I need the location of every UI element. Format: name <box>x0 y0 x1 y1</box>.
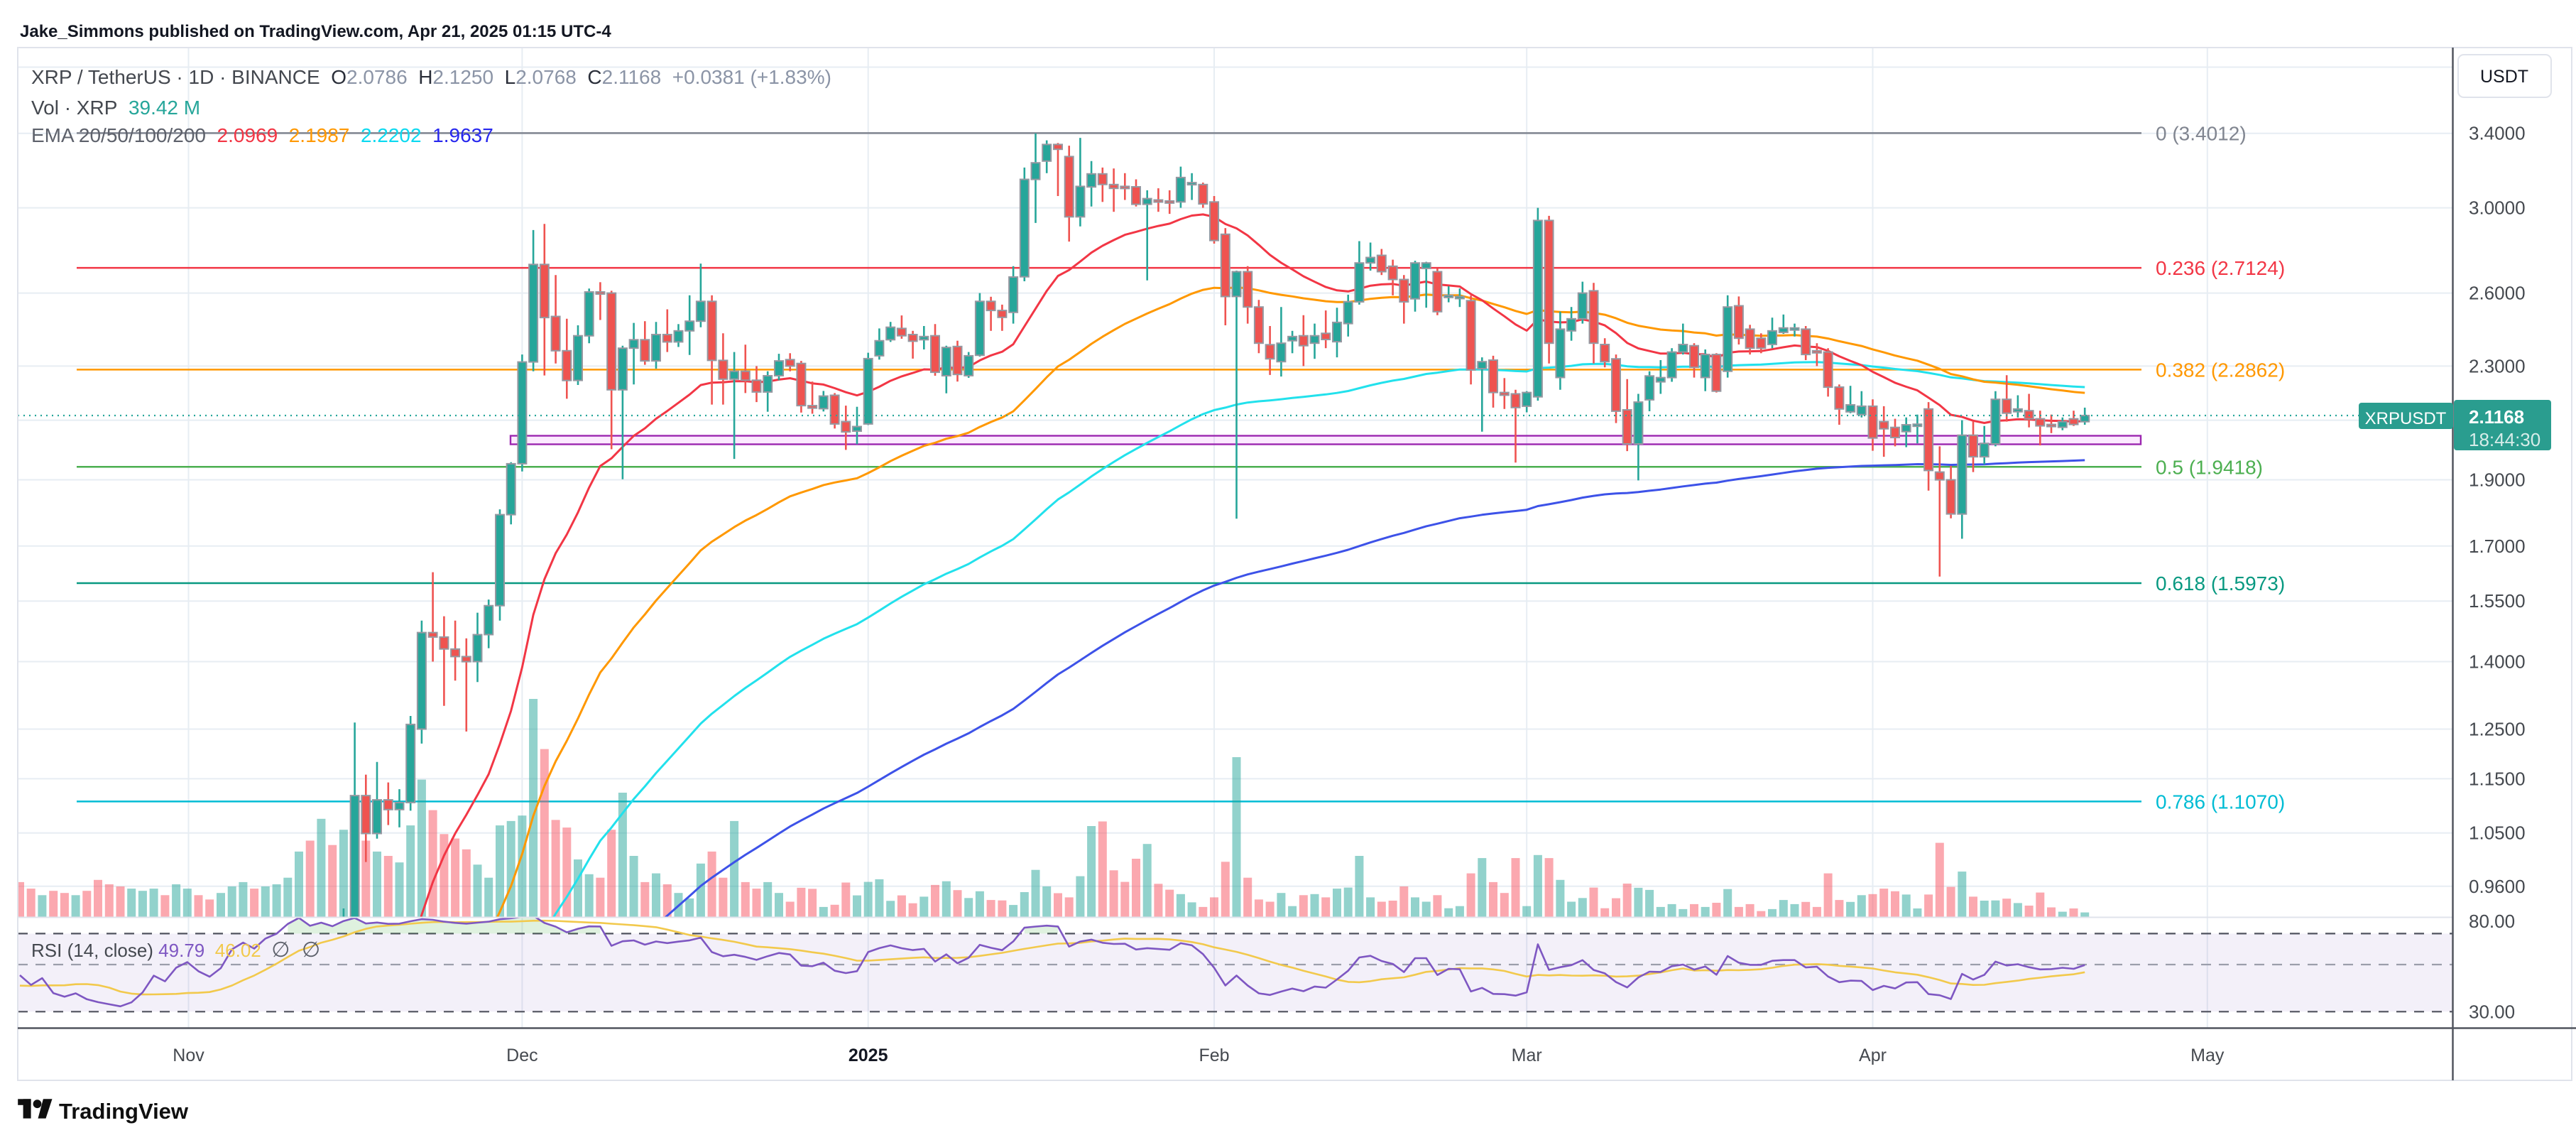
svg-text:1.9000: 1.9000 <box>2469 469 2526 491</box>
svg-text:USDT: USDT <box>2480 67 2528 87</box>
svg-text:Jake_Simmons published on Trad: Jake_Simmons published on TradingView.co… <box>20 22 611 41</box>
svg-text:1.7000: 1.7000 <box>2469 536 2526 557</box>
svg-text:0.9600: 0.9600 <box>2469 876 2526 897</box>
svg-text:1.0500: 1.0500 <box>2469 823 2526 844</box>
svg-text:1.4000: 1.4000 <box>2469 651 2526 673</box>
svg-text:0.382 (2.2862): 0.382 (2.2862) <box>2156 359 2285 381</box>
svg-text:TradingView: TradingView <box>59 1099 189 1124</box>
svg-text:0.5 (1.9418): 0.5 (1.9418) <box>2156 456 2263 478</box>
svg-text:XRP / TetherUS · 1D · BINANCE: XRP / TetherUS · 1D · BINANCE O2.0786 H2… <box>31 66 831 88</box>
svg-text:RSI (14, close) 49.79 46.02: RSI (14, close) 49.79 46.02 ∅ ∅ <box>31 938 320 962</box>
svg-text:Dec: Dec <box>506 1046 537 1065</box>
svg-text:0.618 (1.5973): 0.618 (1.5973) <box>2156 572 2285 595</box>
svg-text:XRPUSDT: XRPUSDT <box>2365 409 2447 428</box>
svg-text:1.2500: 1.2500 <box>2469 719 2526 740</box>
svg-text:80.00: 80.00 <box>2469 911 2515 932</box>
svg-text:May: May <box>2190 1046 2225 1065</box>
svg-text:2.6000: 2.6000 <box>2469 283 2526 304</box>
svg-text:Vol · XRP 39.42 M: Vol · XRP 39.42 M <box>31 97 200 119</box>
svg-text:EMA 20/50/100/200 2.0969 2.1: EMA 20/50/100/200 2.0969 2.1987 2.2202 1… <box>31 124 493 146</box>
svg-text:2.1168: 2.1168 <box>2469 406 2524 428</box>
svg-text:0.236 (2.7124): 0.236 (2.7124) <box>2156 257 2285 279</box>
svg-text:1.5500: 1.5500 <box>2469 590 2526 612</box>
svg-text:Feb: Feb <box>1199 1046 1229 1065</box>
svg-text:Apr: Apr <box>1859 1046 1887 1065</box>
svg-text:0 (3.4012): 0 (3.4012) <box>2156 122 2247 144</box>
svg-text:18:44:30: 18:44:30 <box>2469 429 2540 450</box>
svg-text:30.00: 30.00 <box>2469 1001 2515 1022</box>
svg-text:3.0000: 3.0000 <box>2469 197 2526 219</box>
svg-text:0.786 (1.1070): 0.786 (1.1070) <box>2156 791 2285 813</box>
svg-text:2025: 2025 <box>848 1046 888 1065</box>
svg-text:3.4000: 3.4000 <box>2469 123 2526 144</box>
svg-text:2.3000: 2.3000 <box>2469 355 2526 376</box>
svg-text:Nov: Nov <box>173 1046 204 1065</box>
svg-text:1.1500: 1.1500 <box>2469 768 2526 789</box>
svg-text:Mar: Mar <box>1512 1046 1542 1065</box>
